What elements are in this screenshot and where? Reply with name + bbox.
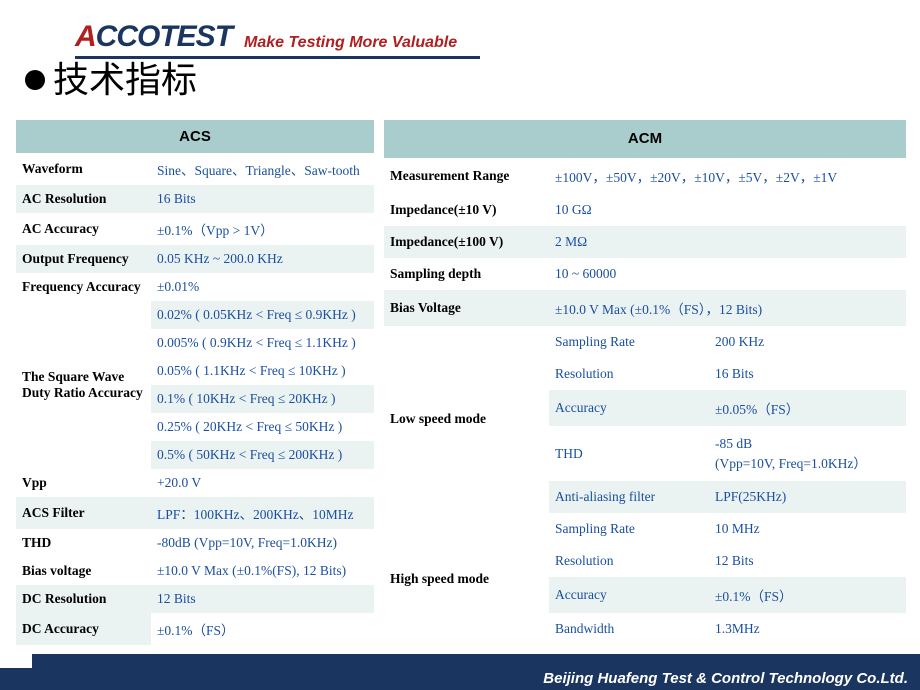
acs-label: Frequency Accuracy xyxy=(16,273,151,301)
table-row: The Square Wave Duty Ratio Accuracy 0.02… xyxy=(16,301,374,329)
acm-value: ±100V，±50V，±20V，±10V，±5V，±2V，±1V xyxy=(549,158,906,194)
footer-company: Beijing Huafeng Test & Control Technolog… xyxy=(0,668,920,690)
acs-label: AC Accuracy xyxy=(16,213,151,245)
header-divider xyxy=(75,56,480,59)
acs-label: ACS Filter xyxy=(16,497,151,529)
table-row: AC Resolution16 Bits xyxy=(16,185,374,213)
acm-sub-key: THD xyxy=(549,426,709,481)
table-row: High speed mode Sampling Rate 10 MHz xyxy=(384,513,906,545)
table-row: Bias voltage±10.0 V Max (±0.1%(FS), 12 B… xyxy=(16,557,374,585)
acs-label: AC Resolution xyxy=(16,185,151,213)
acm-sub-val: LPF(25KHz) xyxy=(709,481,906,513)
acs-label: Waveform xyxy=(16,153,151,185)
acm-label: Bias Voltage xyxy=(384,290,549,326)
logo-pre: A xyxy=(75,20,96,53)
acs-value: Sine、Square、Triangle、Saw-tooth xyxy=(151,153,374,185)
acs-label: DC Accuracy xyxy=(16,613,151,645)
acm-value: ±10.0 V Max (±0.1%（FS），12 Bits) xyxy=(549,290,906,326)
acm-sub-key: Bandwidth xyxy=(549,613,709,645)
acs-value: 12 Bits xyxy=(151,585,374,613)
acs-duty-value: 0.005% ( 0.9KHz < Freq ≤ 1.1KHz ) xyxy=(151,329,374,357)
acm-sub-key: Anti-aliasing filter xyxy=(549,481,709,513)
table-row: Vpp+20.0 V xyxy=(16,469,374,497)
table-row: AC Accuracy±0.1%（Vpp > 1V） xyxy=(16,213,374,245)
acs-value: 16 Bits xyxy=(151,185,374,213)
acm-header: ACM xyxy=(384,120,906,158)
table-row: Output Frequency0.05 KHz ~ 200.0 KHz xyxy=(16,245,374,273)
table-row: Impedance(±100 V)2 MΩ xyxy=(384,226,906,258)
acm-sub-key: Resolution xyxy=(549,545,709,577)
acm-high-label: High speed mode xyxy=(384,513,549,645)
acs-duty-value: 0.1% ( 10KHz < Freq ≤ 20KHz ) xyxy=(151,385,374,413)
acs-value: ±0.01% xyxy=(151,273,374,301)
table-row: Bias Voltage±10.0 V Max (±0.1%（FS），12 Bi… xyxy=(384,290,906,326)
acm-value: 2 MΩ xyxy=(549,226,906,258)
acm-sub-val: -85 dB (Vpp=10V, Freq=1.0KHz） xyxy=(709,426,906,481)
acm-sub-key: Accuracy xyxy=(549,577,709,613)
brand-header: ACCOTEST Make Testing More Valuable xyxy=(75,20,457,54)
acs-value: ±0.1%（Vpp > 1V） xyxy=(151,213,374,245)
spec-tables: ACS WaveformSine、Square、Triangle、Saw-too… xyxy=(16,120,906,645)
brand-logo: ACCOTEST xyxy=(75,20,232,54)
acs-header: ACS xyxy=(16,120,374,153)
brand-tagline: Make Testing More Valuable xyxy=(244,34,457,52)
footer-accent-bar xyxy=(32,654,920,668)
acm-sub-key: Sampling Rate xyxy=(549,513,709,545)
acm-sub-val: 12 Bits xyxy=(709,545,906,577)
acs-duty-value: 0.02% ( 0.05KHz < Freq ≤ 0.9KHz ) xyxy=(151,301,374,329)
table-row: DC Resolution12 Bits xyxy=(16,585,374,613)
acs-table: ACS WaveformSine、Square、Triangle、Saw-too… xyxy=(16,120,374,645)
acm-value: 10 ~ 60000 xyxy=(549,258,906,290)
table-row: Sampling depth10 ~ 60000 xyxy=(384,258,906,290)
table-row: DC Accuracy±0.1%（FS） xyxy=(16,613,374,645)
acs-label: THD xyxy=(16,529,151,557)
acm-table: ACM Measurement Range±100V，±50V，±20V，±10… xyxy=(384,120,906,645)
acs-label: Vpp xyxy=(16,469,151,497)
acs-value: LPF：100KHz、200KHz、10MHz xyxy=(151,497,374,529)
logo-mid: CCO xyxy=(96,20,160,53)
acm-sub-key: Resolution xyxy=(549,358,709,390)
acm-label: Impedance(±10 V) xyxy=(384,194,549,226)
acm-label: Sampling depth xyxy=(384,258,549,290)
acm-label: Impedance(±100 V) xyxy=(384,226,549,258)
page-footer: Beijing Huafeng Test & Control Technolog… xyxy=(0,648,920,690)
acm-sub-val: 10 MHz xyxy=(709,513,906,545)
bullet-icon xyxy=(25,70,45,90)
acs-value: 0.05 KHz ~ 200.0 KHz xyxy=(151,245,374,273)
acs-label: DC Resolution xyxy=(16,585,151,613)
acm-sub-val: ±0.05%（FS） xyxy=(709,390,906,426)
table-row: ACS FilterLPF：100KHz、200KHz、10MHz xyxy=(16,497,374,529)
table-row: Measurement Range±100V，±50V，±20V，±10V，±5… xyxy=(384,158,906,194)
acs-duty-value: 0.05% ( 1.1KHz < Freq ≤ 10KHz ) xyxy=(151,357,374,385)
acm-label: Measurement Range xyxy=(384,158,549,194)
acs-value: +20.0 V xyxy=(151,469,374,497)
acs-duty-value: 0.5% ( 50KHz < Freq ≤ 200KHz ) xyxy=(151,441,374,469)
acs-value: ±10.0 V Max (±0.1%(FS), 12 Bits) xyxy=(151,557,374,585)
acm-sub-key: Accuracy xyxy=(549,390,709,426)
table-row: THD-80dB (Vpp=10V, Freq=1.0KHz) xyxy=(16,529,374,557)
acm-sub-key: Sampling Rate xyxy=(549,326,709,358)
page-title: 技术指标 xyxy=(53,62,197,98)
acm-low-label: Low speed mode xyxy=(384,326,549,513)
acs-value: ±0.1%（FS） xyxy=(151,613,374,645)
acs-label: Bias voltage xyxy=(16,557,151,585)
acm-value: 10 GΩ xyxy=(549,194,906,226)
acm-sub-val: 16 Bits xyxy=(709,358,906,390)
table-row: Frequency Accuracy±0.01% xyxy=(16,273,374,301)
table-row: WaveformSine、Square、Triangle、Saw-tooth xyxy=(16,153,374,185)
table-row: Impedance(±10 V)10 GΩ xyxy=(384,194,906,226)
acs-value: -80dB (Vpp=10V, Freq=1.0KHz) xyxy=(151,529,374,557)
acm-sub-val: ±0.1%（FS） xyxy=(709,577,906,613)
acm-sub-val: 1.3MHz xyxy=(709,613,906,645)
logo-post: TEST xyxy=(159,20,232,53)
acm-sub-val: 200 KHz xyxy=(709,326,906,358)
acs-duty-label: The Square Wave Duty Ratio Accuracy xyxy=(16,301,151,469)
acs-label: Output Frequency xyxy=(16,245,151,273)
table-row: Low speed mode Sampling Rate 200 KHz xyxy=(384,326,906,358)
acs-duty-value: 0.25% ( 20KHz < Freq ≤ 50KHz ) xyxy=(151,413,374,441)
page-title-row: 技术指标 xyxy=(25,62,197,98)
